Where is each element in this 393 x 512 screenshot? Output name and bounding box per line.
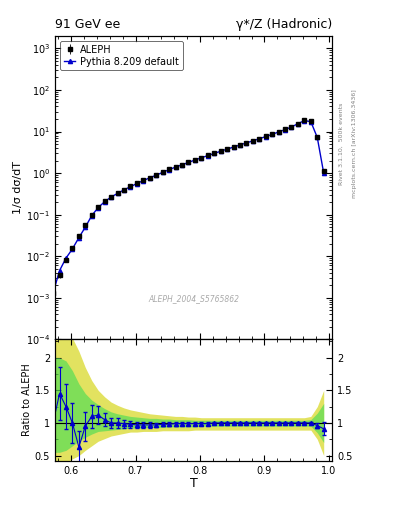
Pythia 8.209 default [309, 119, 313, 125]
Pythia 8.209 default [321, 170, 326, 176]
Text: 91 GeV ee: 91 GeV ee [55, 18, 120, 31]
Pythia 8.209 default [263, 134, 268, 140]
Pythia 8.209 default [186, 159, 191, 165]
Pythia 8.209 default [218, 148, 223, 154]
X-axis label: T: T [190, 477, 197, 490]
Pythia 8.209 default [64, 255, 68, 261]
Pythia 8.209 default [147, 175, 152, 181]
Y-axis label: Ratio to ALEPH: Ratio to ALEPH [22, 364, 32, 436]
Pythia 8.209 default [238, 142, 242, 148]
Pythia 8.209 default [231, 144, 236, 150]
Pythia 8.209 default [302, 118, 307, 124]
Pythia 8.209 default [115, 190, 120, 197]
Y-axis label: 1/σ dσ/dT: 1/σ dσ/dT [13, 161, 23, 214]
Text: ALEPH_2004_S5765862: ALEPH_2004_S5765862 [148, 294, 239, 303]
Pythia 8.209 default [109, 194, 114, 200]
Pythia 8.209 default [83, 224, 88, 230]
Pythia 8.209 default [250, 138, 255, 144]
Pythia 8.209 default [89, 212, 94, 219]
Pythia 8.209 default [289, 124, 294, 130]
Pythia 8.209 default [167, 166, 171, 173]
Pythia 8.209 default [193, 157, 197, 163]
Pythia 8.209 default [199, 155, 204, 161]
Pythia 8.209 default [257, 136, 262, 142]
Legend: ALEPH, Pythia 8.209 default: ALEPH, Pythia 8.209 default [60, 40, 183, 71]
Pythia 8.209 default [225, 146, 230, 152]
Pythia 8.209 default [173, 164, 178, 170]
Pythia 8.209 default [315, 134, 320, 140]
Text: γ*/Z (Hadronic): γ*/Z (Hadronic) [236, 18, 332, 31]
Pythia 8.209 default [70, 246, 75, 252]
Pythia 8.209 default [206, 153, 210, 159]
Pythia 8.209 default [283, 126, 287, 133]
Pythia 8.209 default [154, 172, 158, 178]
Pythia 8.209 default [102, 199, 107, 205]
Pythia 8.209 default [57, 268, 62, 274]
Pythia 8.209 default [296, 121, 300, 127]
Pythia 8.209 default [180, 162, 184, 168]
Text: mcplots.cern.ch [arXiv:1306.3436]: mcplots.cern.ch [arXiv:1306.3436] [352, 89, 357, 198]
Pythia 8.209 default [77, 234, 81, 241]
Pythia 8.209 default [96, 204, 101, 210]
Pythia 8.209 default [212, 151, 217, 157]
Pythia 8.209 default [51, 290, 55, 296]
Pythia 8.209 default [141, 178, 146, 184]
Pythia 8.209 default [121, 187, 126, 193]
Pythia 8.209 default [276, 129, 281, 135]
Pythia 8.209 default [270, 131, 275, 137]
Pythia 8.209 default [244, 140, 249, 146]
Pythia 8.209 default [160, 169, 165, 176]
Pythia 8.209 default [134, 180, 139, 186]
Line: Pythia 8.209 default: Pythia 8.209 default [51, 118, 326, 295]
Pythia 8.209 default [128, 184, 133, 190]
Text: Rivet 3.1.10,  500k events: Rivet 3.1.10, 500k events [339, 102, 344, 184]
